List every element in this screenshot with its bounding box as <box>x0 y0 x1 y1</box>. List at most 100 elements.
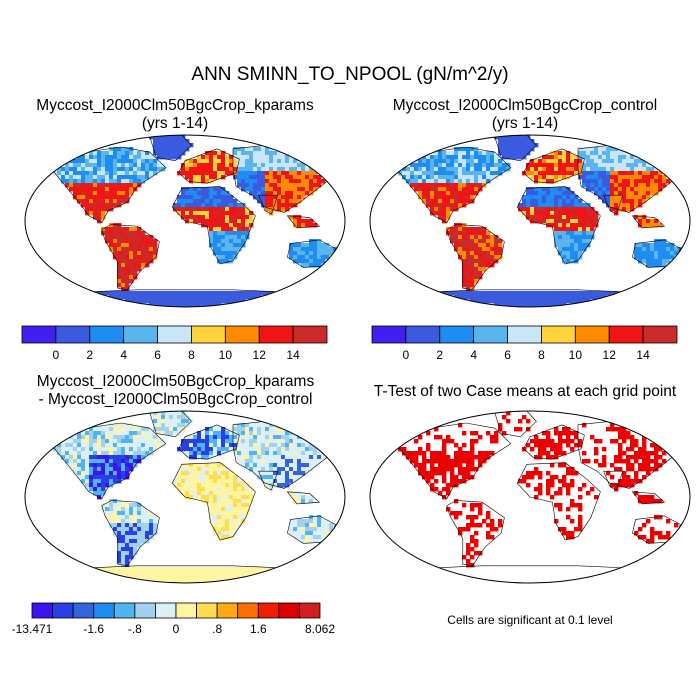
map-cell <box>566 251 571 256</box>
map-cell <box>85 439 90 444</box>
map-cell <box>582 423 587 428</box>
map-cell <box>201 155 206 160</box>
map-cell <box>177 419 182 424</box>
map-cell <box>121 423 126 428</box>
map-cell <box>149 167 154 172</box>
map-cell <box>201 471 206 476</box>
map-cell <box>121 527 126 532</box>
map-cell <box>426 183 431 188</box>
map-cell <box>157 143 162 148</box>
map-cell <box>526 203 531 208</box>
map-cell <box>173 203 178 208</box>
map-cell <box>486 247 491 252</box>
map-cell <box>133 227 138 232</box>
map-cell <box>209 211 214 216</box>
map-cell <box>470 191 475 196</box>
map-cell <box>109 567 114 572</box>
map-cell <box>458 471 463 476</box>
map-cell <box>313 499 318 504</box>
map-cell <box>201 167 206 172</box>
map-cell <box>109 223 114 228</box>
map-cell <box>277 479 282 484</box>
map-cell <box>494 235 499 240</box>
map-cell <box>554 427 559 432</box>
map-cell <box>209 235 214 240</box>
map-cell <box>494 159 499 164</box>
map-cell <box>450 195 455 200</box>
map-cell <box>321 243 326 248</box>
map-cell <box>153 243 158 248</box>
map-cell <box>253 163 258 168</box>
map-cell <box>301 463 306 468</box>
map-cell <box>133 251 138 256</box>
panel-title-difference: Myccost_I2000Clm50BgcCrop_kparams - Mycc… <box>18 373 333 409</box>
map-cell <box>249 295 254 300</box>
map-cell <box>241 151 246 156</box>
map-cell <box>189 203 194 208</box>
map-cell <box>177 299 182 304</box>
map-cell <box>466 291 471 296</box>
map-cell <box>646 175 651 180</box>
map-cell <box>125 287 130 292</box>
map-cell <box>450 183 455 188</box>
map-cell <box>554 203 559 208</box>
map-cell <box>478 503 483 508</box>
map-cell <box>205 187 210 192</box>
map-cell <box>450 199 455 204</box>
map-cell <box>434 151 439 156</box>
map-cell <box>518 139 523 144</box>
map-cell <box>213 467 218 472</box>
map-cell <box>141 163 146 168</box>
map-cell <box>430 207 435 212</box>
map-cell <box>590 207 595 212</box>
map-cell <box>245 207 250 212</box>
map-cell <box>642 199 647 204</box>
map-cell <box>165 419 170 424</box>
map-cell <box>109 163 114 168</box>
map-cell <box>289 519 294 524</box>
map-cell <box>213 475 218 480</box>
map-cell <box>125 427 130 432</box>
map-cell <box>638 451 643 456</box>
map-cell <box>181 207 186 212</box>
map-cell <box>237 519 242 524</box>
map-cell <box>646 471 651 476</box>
map-cell <box>225 171 230 176</box>
map-cell <box>414 439 419 444</box>
map-cell <box>201 463 206 468</box>
map-cell <box>610 203 615 208</box>
map-cell <box>149 163 154 168</box>
map-cell <box>125 559 130 564</box>
colorbar-box <box>608 325 644 344</box>
map-cell <box>89 447 94 452</box>
map-cell <box>289 191 294 196</box>
map-cell <box>301 263 306 268</box>
map-cell <box>209 579 214 583</box>
map-cell <box>542 167 547 172</box>
map-cell <box>642 167 647 172</box>
map-cell <box>217 195 222 200</box>
significance-note: Cells are significant at 0.1 level <box>447 613 613 627</box>
map-cell <box>213 187 218 192</box>
map-cell <box>646 187 651 192</box>
map-cell <box>474 247 479 252</box>
map-cell <box>161 295 166 300</box>
map-cell <box>602 179 607 184</box>
map-cell <box>233 523 238 528</box>
map-cell <box>638 159 643 164</box>
map-cell <box>205 447 210 452</box>
map-cell <box>201 467 206 472</box>
map-cell <box>650 243 655 248</box>
map-cell <box>630 443 635 448</box>
map-cell <box>129 427 134 432</box>
map-cell <box>133 435 138 440</box>
map-cell <box>582 247 587 252</box>
map-cell <box>546 487 551 492</box>
map-cell <box>141 263 146 268</box>
map-cell <box>470 227 475 232</box>
map-cell <box>534 211 539 216</box>
map-cell <box>293 175 298 180</box>
map-cell <box>141 251 146 256</box>
map-cell <box>522 291 527 296</box>
map-cell <box>582 483 587 488</box>
